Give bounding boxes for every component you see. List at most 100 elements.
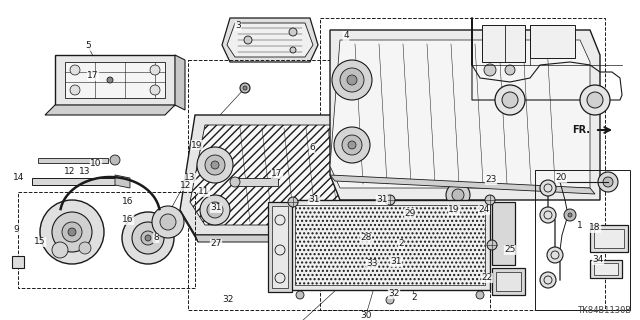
Circle shape	[211, 161, 219, 169]
Circle shape	[288, 197, 298, 207]
Text: 4: 4	[343, 31, 349, 41]
Polygon shape	[175, 55, 185, 110]
Text: 31: 31	[308, 196, 320, 204]
Circle shape	[603, 177, 613, 187]
Text: FR.: FR.	[572, 125, 590, 135]
Polygon shape	[238, 178, 278, 186]
Circle shape	[52, 242, 68, 258]
Circle shape	[70, 85, 80, 95]
Polygon shape	[496, 272, 521, 291]
Circle shape	[379, 209, 411, 241]
Text: 5: 5	[85, 42, 91, 51]
Polygon shape	[45, 105, 175, 115]
Circle shape	[141, 231, 155, 245]
Polygon shape	[180, 115, 445, 235]
Circle shape	[380, 240, 390, 250]
Polygon shape	[12, 256, 24, 268]
Circle shape	[485, 195, 495, 205]
Circle shape	[386, 296, 394, 304]
Circle shape	[200, 195, 230, 225]
Text: 23: 23	[485, 175, 497, 185]
Text: 12: 12	[180, 181, 192, 190]
Circle shape	[207, 202, 223, 218]
Circle shape	[580, 85, 610, 115]
Polygon shape	[268, 202, 292, 292]
Polygon shape	[590, 225, 628, 252]
Circle shape	[452, 189, 464, 201]
Polygon shape	[38, 158, 108, 163]
Text: 16: 16	[122, 197, 134, 206]
Circle shape	[564, 209, 576, 221]
Circle shape	[540, 207, 556, 223]
Circle shape	[598, 172, 618, 192]
Circle shape	[587, 92, 603, 108]
Circle shape	[160, 214, 176, 230]
Text: 13: 13	[184, 173, 196, 182]
Circle shape	[505, 65, 515, 75]
Text: 2: 2	[398, 239, 404, 249]
Polygon shape	[482, 25, 525, 62]
Text: 27: 27	[211, 239, 221, 249]
Text: 25: 25	[504, 245, 516, 254]
Circle shape	[230, 177, 240, 187]
Circle shape	[70, 65, 80, 75]
Text: 12: 12	[64, 167, 76, 177]
Text: 6: 6	[309, 143, 315, 153]
Text: 19: 19	[191, 140, 203, 149]
Text: 31: 31	[376, 196, 388, 204]
Circle shape	[540, 272, 556, 288]
Polygon shape	[594, 263, 618, 275]
Text: 1: 1	[577, 220, 583, 229]
Circle shape	[122, 212, 174, 264]
Text: 2: 2	[411, 293, 417, 302]
Circle shape	[387, 217, 403, 233]
Polygon shape	[190, 125, 435, 225]
Text: 33: 33	[366, 260, 378, 268]
Circle shape	[568, 213, 572, 217]
Text: 9: 9	[13, 226, 19, 235]
Circle shape	[244, 36, 252, 44]
Polygon shape	[55, 55, 175, 105]
Circle shape	[150, 65, 160, 75]
Circle shape	[79, 242, 91, 254]
Text: 13: 13	[79, 167, 91, 177]
Polygon shape	[290, 200, 490, 290]
Circle shape	[347, 75, 357, 85]
Text: 20: 20	[556, 173, 566, 182]
Circle shape	[495, 85, 525, 115]
Circle shape	[487, 240, 497, 250]
Circle shape	[132, 222, 164, 254]
Circle shape	[547, 247, 563, 263]
Text: 10: 10	[90, 159, 102, 169]
Text: 19: 19	[448, 205, 460, 214]
Circle shape	[446, 183, 470, 207]
Text: 32: 32	[388, 290, 400, 299]
Text: 17: 17	[87, 71, 99, 81]
Text: 31: 31	[211, 204, 221, 212]
Circle shape	[152, 206, 184, 238]
Text: 16: 16	[122, 215, 134, 225]
Polygon shape	[272, 206, 288, 288]
Circle shape	[145, 235, 151, 241]
Text: 18: 18	[589, 223, 601, 233]
Circle shape	[296, 291, 304, 299]
Text: 15: 15	[35, 237, 45, 246]
Text: 34: 34	[592, 255, 604, 265]
Polygon shape	[32, 178, 115, 185]
Circle shape	[240, 83, 250, 93]
Polygon shape	[590, 260, 622, 278]
Text: 29: 29	[404, 209, 416, 218]
Circle shape	[385, 195, 395, 205]
Text: TK84B1130B: TK84B1130B	[579, 306, 632, 315]
Circle shape	[62, 222, 82, 242]
Text: 31: 31	[390, 258, 402, 267]
Text: 8: 8	[153, 234, 159, 243]
Text: 3: 3	[235, 21, 241, 30]
Circle shape	[110, 155, 120, 165]
Polygon shape	[295, 205, 485, 285]
Polygon shape	[492, 202, 515, 265]
Text: 28: 28	[360, 234, 372, 243]
Text: 17: 17	[271, 170, 283, 179]
Circle shape	[68, 228, 76, 236]
Circle shape	[52, 212, 92, 252]
